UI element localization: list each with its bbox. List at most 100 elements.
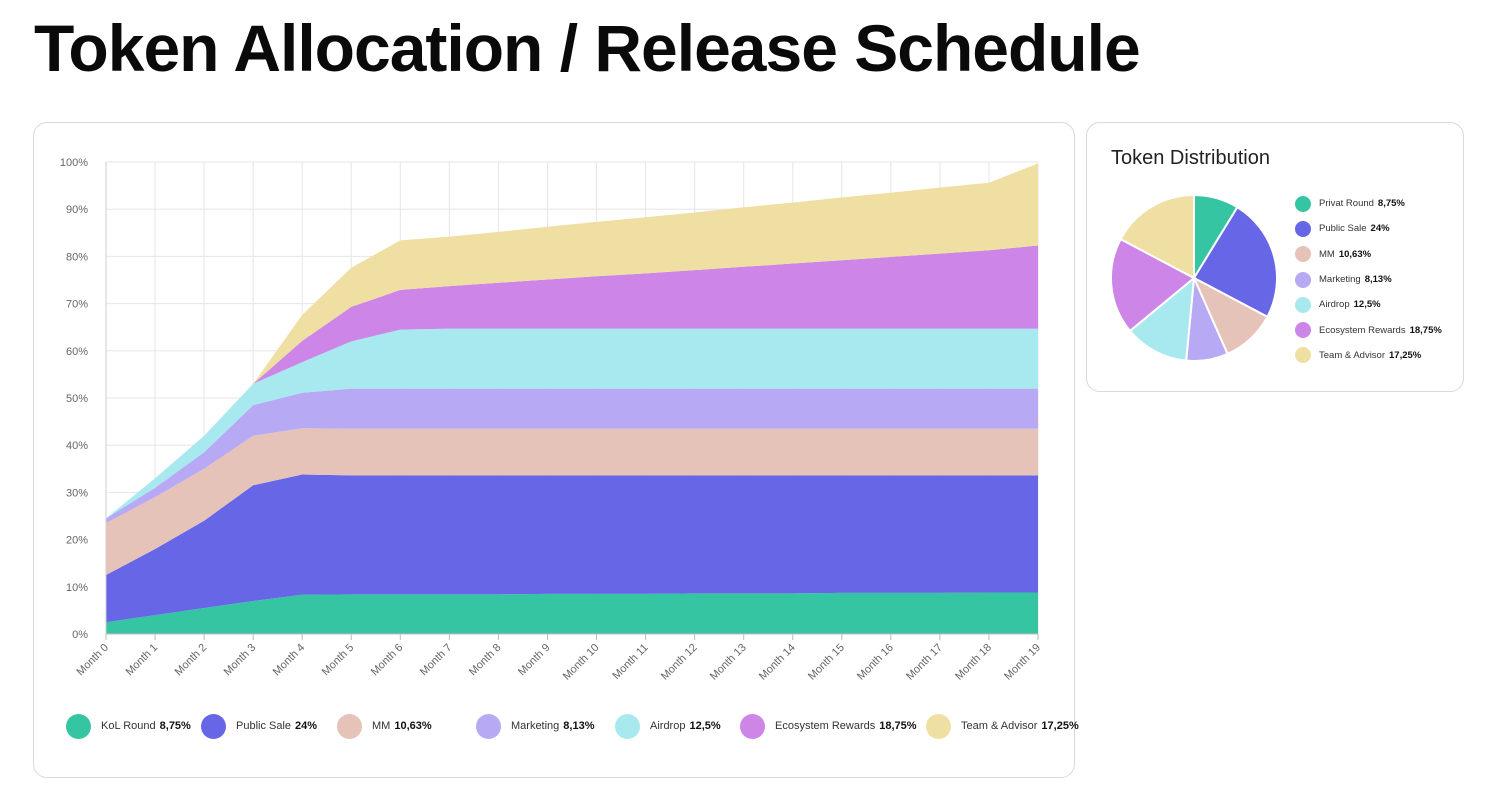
legend-swatch [1295,296,1311,313]
area-series-airdrop [106,328,1038,519]
area-series-mm [106,428,1038,575]
y-tick-label: 70% [66,299,88,311]
legend-label: Airdrop [650,720,686,732]
legend-item-team-and-advisor: Team & Advisor 17,25% [926,713,1079,739]
legend-label: Public Sale [1319,223,1367,235]
legend-label: Team & Advisor [1319,349,1385,361]
pie-legend-item-ecosystem-rewards: Ecosystem Rewards 18,75% [1295,317,1442,342]
pie-chart-title: Token Distribution [1111,147,1270,169]
pie-slice-ecosystem-rewards [1110,237,1196,333]
legend-swatch [1295,220,1311,237]
x-tick-label: Month 19 [1002,642,1043,683]
x-tick-label: Month 15 [806,642,847,683]
legend-label: Ecosystem Rewards [1319,324,1406,336]
token-distribution-card: Token Distribution Privat Round 8,75% Publ… [1086,122,1464,392]
legend-item-mm: MM 10,63% [337,713,432,739]
legend-swatch [1295,347,1311,364]
y-tick-label: 20% [66,535,88,547]
legend-label: Marketing [1319,274,1361,286]
legend-label: Privat Round [1319,198,1374,210]
legend-swatch [66,713,91,739]
legend-swatch [1295,271,1311,288]
area-series-public-sale [106,474,1038,623]
legend-swatch [337,713,362,739]
area-series-ecosystem-rewards [106,245,1038,519]
area-series-team-and-advisor [106,163,1038,519]
x-tick-label: Month 9 [516,642,553,679]
area-series-marketing [106,388,1038,524]
legend-swatch [1295,322,1311,339]
y-tick-label: 50% [66,393,88,405]
legend-label: Team & Advisor [961,720,1038,732]
pie-legend-item-team-and-advisor: Team & Advisor 17,25% [1295,343,1442,368]
x-tick-label: Month 13 [708,642,749,683]
legend-value: 8,13% [1364,274,1392,286]
legend-swatch [615,713,640,739]
pie-legend-item-privat-round: Privat Round 8,75% [1295,191,1442,216]
legend-label: KoL Round [101,720,156,732]
legend-item-ecosystem-rewards: Ecosystem Rewards 18,75% [740,713,917,739]
pie-legend-item-mm: MM 10,63% [1295,242,1442,267]
x-tick-label: Month 16 [855,642,896,683]
legend-swatch [1295,246,1311,263]
legend-value: 8,75% [159,720,191,732]
pie-legend-item-marketing: Marketing 8,13% [1295,267,1442,292]
pie-legend-item-airdrop: Airdrop 12,5% [1295,292,1442,317]
x-tick-label: Month 17 [904,642,945,683]
legend-item-public-sale: Public Sale 24% [201,713,317,739]
pie-slice-public-sale [1192,205,1278,319]
release-schedule-legend: KoL Round 8,75% Public Sale 24% MM 10,63% Mark… [66,713,1079,739]
x-tick-label: Month 8 [467,642,504,679]
y-tick-label: 100% [60,157,88,169]
legend-value: 12,5% [1353,299,1381,311]
legend-value: 10,63% [394,720,432,732]
x-tick-label: Month 1 [124,642,161,679]
x-tick-label: Month 7 [418,642,455,679]
legend-value: 18,75% [1409,324,1442,336]
legend-value: 12,5% [689,720,721,732]
legend-value: 17,25% [1041,720,1079,732]
x-tick-label: Month 12 [659,642,700,683]
legend-swatch [476,713,501,739]
y-tick-label: 10% [66,582,88,594]
page-title: Token Allocation / Release Schedule [34,11,1141,85]
legend-label: Marketing [511,720,560,732]
y-tick-label: 80% [66,251,88,263]
legend-swatch [1295,195,1311,212]
x-tick-label: Month 3 [222,642,259,679]
x-tick-label: Month 6 [369,642,406,679]
pie-slice-airdrop [1128,275,1196,362]
legend-value: 8,75% [1377,198,1405,210]
legend-label: MM [1319,248,1335,260]
x-tick-label: Month 4 [271,642,308,679]
legend-item-kol-round: KoL Round 8,75% [66,713,191,739]
y-tick-label: 40% [66,440,88,452]
y-tick-label: 60% [66,346,88,358]
legend-item-marketing: Marketing 8,13% [476,713,595,739]
legend-value: 18,75% [879,720,917,732]
pie-slice-team-and-advisor [1119,193,1195,280]
x-tick-label: Month 11 [610,642,650,682]
token-distribution-legend: Privat Round 8,75% Public Sale 24% MM 10,63% M… [1295,191,1442,368]
y-tick-label: 90% [66,204,88,216]
legend-label: Ecosystem Rewards [775,720,876,732]
legend-swatch [201,713,226,739]
x-tick-label: Month 0 [75,642,112,679]
x-tick-label: Month 10 [561,642,602,683]
legend-label: Public Sale [236,720,292,732]
legend-swatch [740,713,765,739]
x-tick-label: Month 18 [953,642,994,683]
token-distribution-pie [1110,193,1278,362]
legend-item-airdrop: Airdrop 12,5% [615,713,721,739]
pie-legend-item-public-sale: Public Sale 24% [1295,216,1442,241]
legend-label: MM [372,720,391,732]
area-series-kol-round [106,592,1038,634]
release-schedule-chart: 0% 10% 20% 30% 40% 50% 60% 70% 80% 90% 100% Month 0… [60,157,1043,683]
legend-label: Airdrop [1319,299,1350,311]
legend-value: 8,13% [563,720,595,732]
y-tick-label: 30% [66,487,88,499]
y-tick-label: 0% [72,629,88,641]
legend-swatch [926,713,951,739]
x-tick-label: Month 2 [173,642,210,679]
x-tick-label: Month 5 [320,642,357,679]
